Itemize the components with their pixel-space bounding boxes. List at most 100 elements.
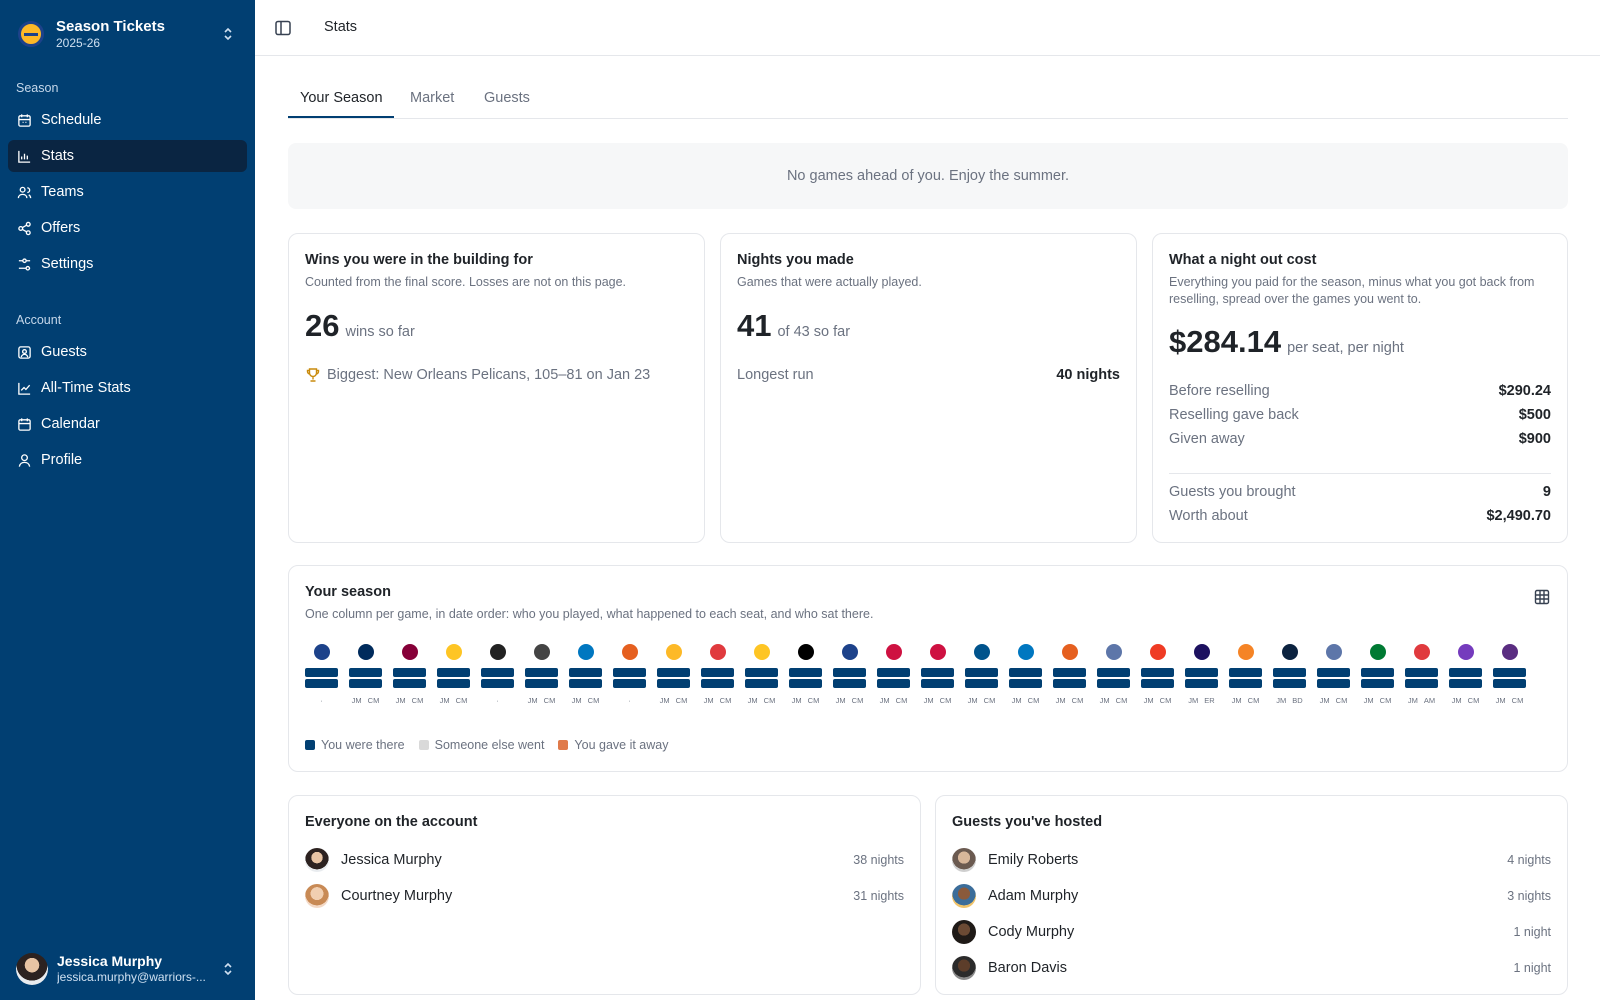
game-column[interactable]: JM CM bbox=[701, 644, 734, 705]
seat-guests: JM ER bbox=[1185, 696, 1218, 705]
sidebar-item-calendar[interactable]: Calendar bbox=[8, 408, 247, 440]
game-column[interactable]: JM CM bbox=[1493, 644, 1526, 705]
team-logo-icon bbox=[885, 644, 902, 660]
game-column[interactable]: JM CM bbox=[1229, 644, 1262, 705]
game-column[interactable]: JM CM bbox=[965, 644, 998, 705]
seat-stack bbox=[1053, 668, 1086, 688]
game-column[interactable]: JM CM bbox=[921, 644, 954, 705]
game-column[interactable]: JM CM bbox=[789, 644, 822, 705]
seat-initials: JM bbox=[703, 696, 714, 705]
sidebar-item-schedule[interactable]: Schedule bbox=[8, 104, 247, 136]
seat-initials: JM bbox=[1276, 696, 1287, 705]
game-column[interactable]: JM CM bbox=[1317, 644, 1350, 705]
guests-hosted-title: Guests you've hosted bbox=[952, 814, 1103, 830]
breadcrumb: Stats bbox=[324, 19, 358, 35]
sidebar-item-settings[interactable]: Settings bbox=[8, 248, 247, 280]
legend-label: You gave it away bbox=[574, 738, 669, 752]
seat-stack bbox=[1141, 668, 1174, 688]
game-column[interactable]: JM CM bbox=[437, 644, 470, 705]
game-column[interactable]: JM BD bbox=[1273, 644, 1306, 705]
game-column[interactable]: · bbox=[305, 644, 338, 705]
tabs: Your Season Market Guests bbox=[288, 84, 1568, 119]
brand-subtitle: 2025-26 bbox=[56, 35, 101, 50]
game-column[interactable]: JM CM bbox=[1009, 644, 1042, 705]
list-item[interactable]: Emily Roberts 4 nights bbox=[952, 847, 1551, 873]
game-column[interactable]: JM CM bbox=[877, 644, 910, 705]
tab-your-season[interactable]: Your Season bbox=[288, 90, 394, 118]
seat-initials: JM bbox=[967, 696, 978, 705]
seat-initials: JM bbox=[571, 696, 582, 705]
legend-item: You gave it away bbox=[558, 738, 668, 752]
legend-label: You were there bbox=[321, 738, 405, 752]
table-view-icon[interactable] bbox=[1533, 588, 1551, 606]
sidebar-item-stats[interactable]: Stats bbox=[8, 140, 247, 172]
game-column[interactable]: JM CM bbox=[525, 644, 558, 705]
list-item[interactable]: Baron Davis 1 night bbox=[952, 955, 1551, 981]
seat-initials: JM bbox=[879, 696, 890, 705]
game-column[interactable]: JM CM bbox=[1361, 644, 1394, 705]
team-logo-icon bbox=[1413, 644, 1430, 660]
seat-guests: JM CM bbox=[1141, 696, 1174, 705]
seat-bar bbox=[745, 668, 778, 677]
legend-swatch bbox=[558, 740, 569, 750]
seat-initials: JM bbox=[439, 696, 450, 705]
user-email: jessica.murphy@warriors-... bbox=[57, 970, 206, 985]
game-column[interactable]: JM CM bbox=[393, 644, 426, 705]
sidebar-item-guests[interactable]: Guests bbox=[8, 336, 247, 368]
seat-initials: CM bbox=[367, 696, 380, 705]
seat-guests: JM CM bbox=[1361, 696, 1394, 705]
game-column[interactable]: · bbox=[481, 644, 514, 705]
sidebar-item-offers[interactable]: Offers bbox=[8, 212, 247, 244]
game-column[interactable]: JM CM bbox=[569, 644, 602, 705]
longest-run-value: 40 nights bbox=[1056, 367, 1120, 383]
game-column[interactable]: JM CM bbox=[657, 644, 690, 705]
seat-bar bbox=[1449, 679, 1482, 688]
seat-bar bbox=[481, 668, 514, 677]
list-item[interactable]: Jessica Murphy 38 nights bbox=[305, 847, 904, 873]
team-switcher[interactable]: Season Tickets 2025-26 bbox=[18, 16, 240, 52]
avatar bbox=[16, 953, 48, 985]
seat-initials: CM bbox=[983, 696, 996, 705]
nights-value: 41 bbox=[737, 308, 772, 343]
sidebar-item-all-time-stats[interactable]: All-Time Stats bbox=[8, 372, 247, 404]
tab-guests[interactable]: Guests bbox=[484, 90, 530, 106]
cost-row-value: $290.24 bbox=[1498, 383, 1551, 399]
seat-bar bbox=[613, 679, 646, 688]
seat-initials: · bbox=[320, 696, 323, 705]
game-column[interactable]: JM AM bbox=[1405, 644, 1438, 705]
game-column[interactable]: JM CM bbox=[1097, 644, 1130, 705]
list-item[interactable]: Courtney Murphy 31 nights bbox=[305, 883, 904, 909]
seat-initials: JM bbox=[747, 696, 758, 705]
game-column[interactable]: JM CM bbox=[1053, 644, 1086, 705]
seat-initials: CM bbox=[719, 696, 732, 705]
user-icon bbox=[18, 453, 31, 467]
sidebar-toggle-icon[interactable] bbox=[274, 19, 292, 37]
seat-initials: CM bbox=[1379, 696, 1392, 705]
team-logo-icon bbox=[445, 644, 462, 660]
game-column[interactable]: JM CM bbox=[1141, 644, 1174, 705]
seat-initials: CM bbox=[1467, 696, 1480, 705]
seat-initials: CM bbox=[807, 696, 820, 705]
team-logo-icon bbox=[401, 644, 418, 660]
game-column[interactable]: JM CM bbox=[745, 644, 778, 705]
sidebar-item-teams[interactable]: Teams bbox=[8, 176, 247, 208]
seat-guests: JM CM bbox=[569, 696, 602, 705]
tab-market[interactable]: Market bbox=[410, 90, 455, 106]
game-column[interactable]: JM CM bbox=[349, 644, 382, 705]
seat-initials: AM bbox=[1423, 696, 1436, 705]
game-column[interactable]: JM CM bbox=[833, 644, 866, 705]
sidebar-item-label: Guests bbox=[41, 344, 87, 360]
seat-bar bbox=[525, 668, 558, 677]
user-menu[interactable]: Jessica Murphy jessica.murphy@warriors-.… bbox=[16, 951, 240, 987]
game-column[interactable]: JM ER bbox=[1185, 644, 1218, 705]
list-item[interactable]: Cody Murphy 1 night bbox=[952, 919, 1551, 945]
wins-value: 26 bbox=[305, 308, 340, 343]
sidebar-item-profile[interactable]: Profile bbox=[8, 444, 247, 476]
game-column[interactable]: · bbox=[613, 644, 646, 705]
seat-bar bbox=[745, 679, 778, 688]
seat-guests: JM CM bbox=[393, 696, 426, 705]
seat-bar bbox=[1361, 679, 1394, 688]
game-column[interactable]: JM CM bbox=[1449, 644, 1482, 705]
seat-guests: JM CM bbox=[745, 696, 778, 705]
list-item[interactable]: Adam Murphy 3 nights bbox=[952, 883, 1551, 909]
